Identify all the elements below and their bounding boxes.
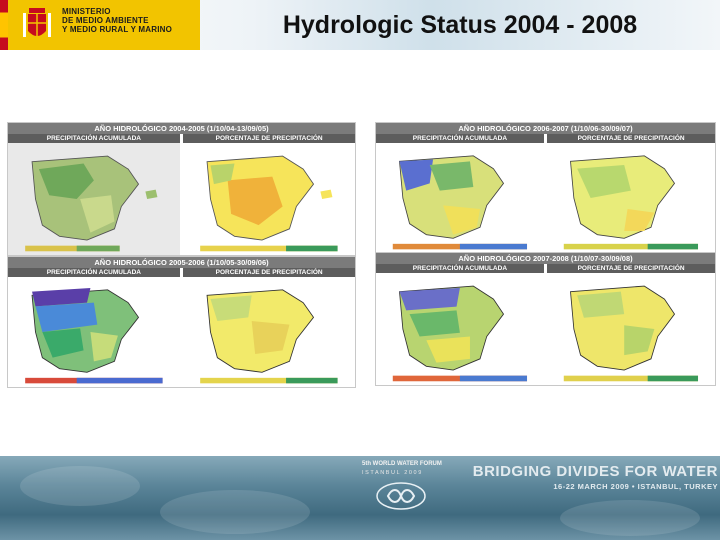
water-ripple <box>20 466 140 506</box>
panel-heading: AÑO HIDROLÓGICO 2007-2008 (1/10/07-30/09… <box>376 253 715 264</box>
footer-banner: 5th WORLD WATER FORUM ISTANBUL 2009 BRID… <box>0 456 720 540</box>
forum-slogan: BRIDGING DIVIDES FOR WATER <box>472 463 718 480</box>
panel-heading: AÑO HIDROLÓGICO 2006-2007 (1/10/06-30/09… <box>376 123 715 134</box>
header-bar: MINISTERIO DE MEDIO AMBIENTE Y MEDIO RUR… <box>0 0 720 50</box>
flag-strip <box>0 0 8 50</box>
precip-percentage-map <box>183 143 355 255</box>
coat-of-arms-icon <box>23 8 51 37</box>
page-title: Hydrologic Status 2004 - 2008 <box>282 11 638 39</box>
map-panel-2004-2005: AÑO HIDROLÓGICO 2004-2005 (1/10/04-13/09… <box>7 122 356 256</box>
water-ripple <box>560 500 700 536</box>
precip-percentage-map <box>547 143 715 253</box>
forum-emblem-icon <box>376 482 426 510</box>
forum-city: ISTANBUL 2009 <box>362 470 423 476</box>
cumulative-precip-map <box>8 143 180 255</box>
map-panel-2005-2006: AÑO HIDROLÓGICO 2005-2006 (1/10/05-30/09… <box>7 256 356 388</box>
cumulative-precip-label: PRECIPITACIÓN ACUMULADA <box>376 134 544 143</box>
panel-heading: AÑO HIDROLÓGICO 2005-2006 (1/10/05-30/09… <box>8 257 355 268</box>
cumulative-precip-label: PRECIPITACIÓN ACUMULADA <box>8 134 180 143</box>
cumulative-precip-label: PRECIPITACIÓN ACUMULADA <box>376 264 544 273</box>
cumulative-precip-map <box>376 143 544 253</box>
precip-percentage-label: PORCENTAJE DE PRECIPITACIÓN <box>547 264 715 273</box>
forum-event-dates: 16-22 MARCH 2009 • ISTANBUL, TURKEY <box>553 482 718 491</box>
cumulative-precip-map <box>376 273 544 385</box>
ministry-line-3: Y MEDIO RURAL Y MARINO <box>62 25 173 34</box>
precip-percentage-label: PORCENTAJE DE PRECIPITACIÓN <box>183 268 355 277</box>
map-panel-2007-2008: AÑO HIDROLÓGICO 2007-2008 (1/10/07-30/09… <box>375 252 716 386</box>
map-panel-2006-2007: AÑO HIDROLÓGICO 2006-2007 (1/10/06-30/09… <box>375 122 716 254</box>
precip-percentage-label: PORCENTAJE DE PRECIPITACIÓN <box>547 134 715 143</box>
ministry-name: MINISTERIO DE MEDIO AMBIENTE Y MEDIO RUR… <box>62 7 198 34</box>
water-ripple <box>160 490 310 534</box>
precip-percentage-label: PORCENTAJE DE PRECIPITACIÓN <box>183 134 355 143</box>
panel-heading: AÑO HIDROLÓGICO 2004-2005 (1/10/04-13/09… <box>8 123 355 134</box>
ministry-line-1: MINISTERIO <box>62 7 111 16</box>
precip-percentage-map <box>183 277 355 387</box>
forum-name: 5th WORLD WATER FORUM <box>362 461 442 467</box>
cumulative-precip-map <box>8 277 180 387</box>
precip-percentage-map <box>547 273 715 385</box>
ministry-logo: MINISTERIO DE MEDIO AMBIENTE Y MEDIO RUR… <box>0 0 200 50</box>
ministry-line-2: DE MEDIO AMBIENTE <box>62 16 149 25</box>
cumulative-precip-label: PRECIPITACIÓN ACUMULADA <box>8 268 180 277</box>
